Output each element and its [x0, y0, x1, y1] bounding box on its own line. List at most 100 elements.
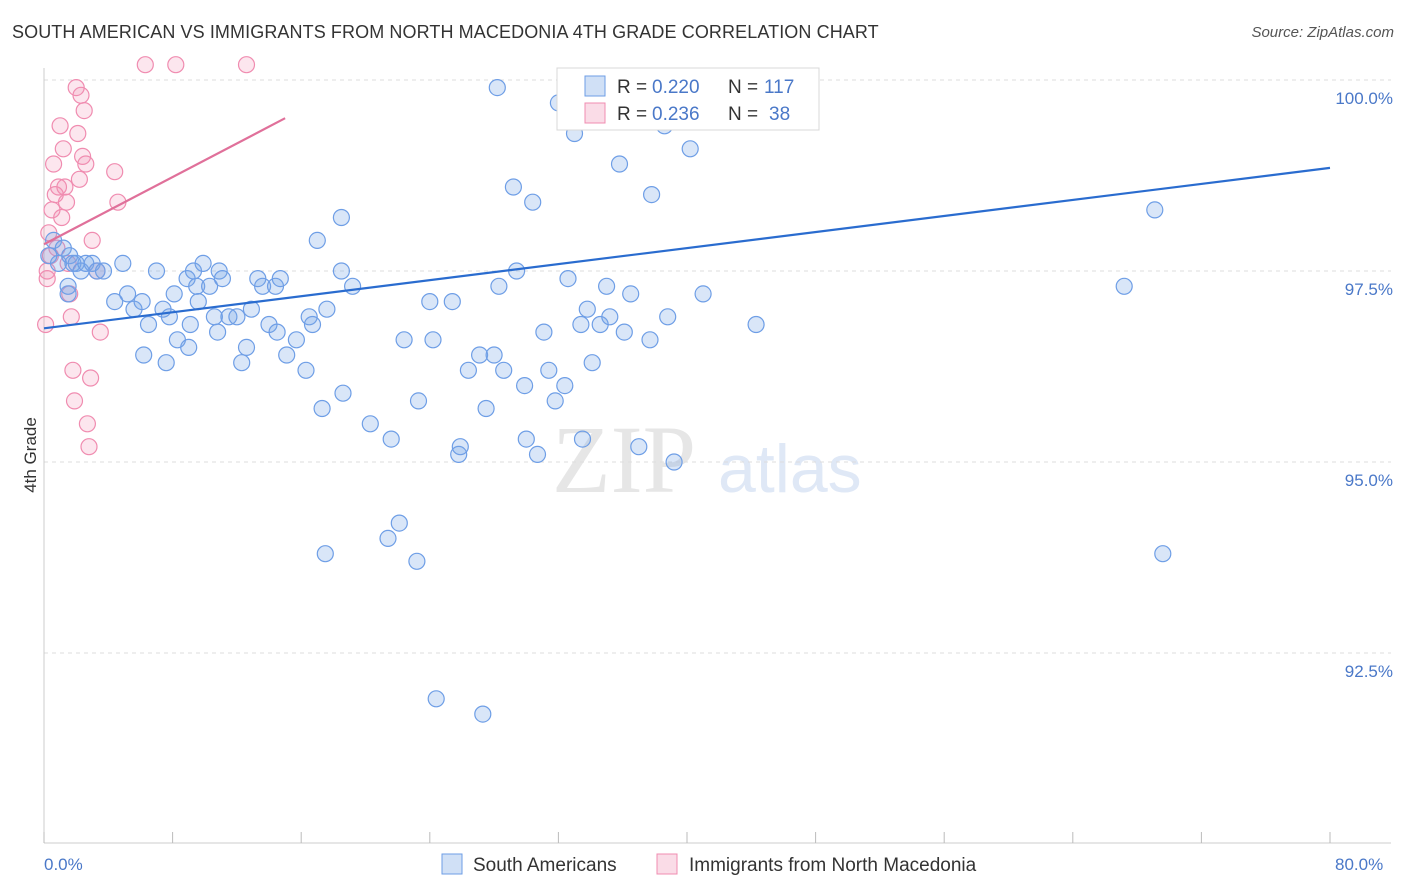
- north-macedonia-point-22: [70, 170, 89, 188]
- north-macedonia-point-9: [49, 178, 68, 196]
- south-americans-point-73: [471, 346, 489, 364]
- south-americans-point-80: [517, 430, 535, 448]
- south-americans-point-57: [332, 262, 350, 280]
- south-americans-point-68: [424, 331, 442, 349]
- south-americans-point-115: [1146, 201, 1164, 219]
- south-americans-point-15: [118, 285, 137, 303]
- north-macedonia-point-12: [54, 140, 72, 158]
- south-americans-point-54: [303, 315, 322, 334]
- y-tick-label-0: 100.0%: [1335, 89, 1393, 108]
- north-macedonia-point-14: [57, 193, 76, 211]
- south-americans-point-13: [59, 277, 77, 295]
- south-americans-point-113: [681, 140, 699, 158]
- bottom-legend-label-south-americans: South Americans: [473, 855, 617, 876]
- south-americans-point-19: [147, 262, 166, 280]
- south-americans-point-93: [601, 308, 619, 326]
- north-macedonia-point-29: [81, 369, 100, 387]
- north-macedonia-point-27: [78, 415, 97, 433]
- south-americans-point-119: [747, 315, 765, 334]
- south-americans-point-77: [495, 361, 513, 379]
- watermark-zip: ZIP: [552, 406, 696, 513]
- south-americans-point-69: [443, 293, 461, 311]
- series-south-americans-points: [40, 78, 1172, 723]
- south-americans-point-66: [409, 392, 428, 410]
- south-americans-point-100: [316, 545, 334, 563]
- south-americans-point-52: [297, 361, 315, 379]
- south-americans-point-102: [408, 552, 426, 570]
- south-americans-point-27: [165, 285, 183, 303]
- south-americans-point-88: [573, 430, 592, 448]
- axes: [43, 68, 1391, 844]
- x-axis-ticks: [43, 832, 1331, 843]
- south-americans-point-42: [237, 338, 256, 356]
- south-americans-point-11: [94, 262, 113, 280]
- south-americans-point-61: [344, 277, 362, 295]
- trend-line-south-americans: [43, 166, 1331, 330]
- north-macedonia-point-37: [237, 56, 256, 74]
- south-americans-point-45: [254, 277, 272, 295]
- north-macedonia-point-21: [69, 124, 87, 143]
- south-americans-point-40: [228, 308, 246, 326]
- south-americans-point-23: [157, 354, 175, 372]
- south-americans-point-63: [382, 430, 400, 448]
- south-americans-point-104: [474, 705, 492, 723]
- south-americans-point-82: [535, 323, 553, 341]
- south-americans-point-85: [556, 377, 574, 395]
- south-americans-point-48: [268, 323, 286, 341]
- south-americans-point-83: [540, 361, 558, 379]
- south-americans-point-62: [361, 415, 379, 433]
- south-americans-point-49: [271, 270, 289, 288]
- north-macedonia-point-11: [53, 208, 71, 227]
- x-axis-max-label: 80.0%: [1335, 855, 1383, 874]
- y-axis-tick-labels: 100.0% 97.5% 95.0% 92.5%: [1335, 89, 1393, 681]
- south-americans-point-43: [242, 300, 260, 318]
- bottom-legend-swatch-blue: [441, 853, 463, 875]
- legend-n-value-1: 117: [764, 77, 794, 98]
- south-americans-point-117: [1154, 545, 1172, 563]
- x-axis-min-label: 0.0%: [44, 855, 83, 874]
- north-macedonia-point-0: [36, 315, 55, 334]
- source-label: Source: ZipAtlas.com: [1251, 24, 1394, 41]
- legend-n-label-2: N =: [728, 104, 758, 125]
- south-americans-point-65: [395, 331, 413, 349]
- north-macedonia-point-33: [106, 163, 124, 181]
- north-macedonia-point-23: [72, 86, 90, 104]
- south-americans-point-94: [615, 323, 633, 341]
- bottom-legend-label-north-macedonia: Immigrants from North Macedonia: [689, 855, 977, 876]
- trend-lines: [43, 117, 1331, 330]
- chart-title: SOUTH AMERICAN VS IMMIGRANTS FROM NORTH …: [12, 22, 879, 42]
- south-americans-point-121: [504, 178, 523, 196]
- south-americans-point-76: [490, 277, 508, 295]
- south-americans-point-122: [524, 193, 542, 211]
- south-americans-point-60: [334, 384, 352, 402]
- south-americans-point-84: [546, 392, 564, 410]
- north-macedonia-point-17: [62, 308, 80, 326]
- south-americans-point-92: [597, 277, 616, 295]
- south-americans-point-33: [194, 254, 212, 272]
- south-americans-point-50: [278, 346, 296, 364]
- south-americans-point-35: [205, 308, 223, 326]
- north-macedonia-point-19: [65, 392, 84, 410]
- north-macedonia-point-25: [75, 101, 93, 120]
- south-americans-point-58: [332, 208, 350, 227]
- south-americans-point-79: [515, 377, 534, 395]
- bottom-legend-swatch-pink: [656, 853, 678, 875]
- legend-n-label-1: N =: [728, 77, 758, 98]
- north-macedonia-point-28: [80, 438, 98, 456]
- south-americans-point-111: [642, 186, 661, 204]
- south-americans-point-71: [451, 438, 469, 456]
- legend-r-label-1: R =: [617, 77, 647, 98]
- south-americans-point-74: [477, 399, 495, 418]
- north-macedonia-point-18: [64, 361, 82, 379]
- south-americans-point-28: [180, 338, 198, 356]
- y-tick-label-1: 97.5%: [1345, 280, 1393, 299]
- south-americans-point-95: [622, 285, 640, 303]
- north-macedonia-point-35: [136, 56, 154, 74]
- watermark-atlas: atlas: [718, 431, 862, 507]
- south-americans-point-10: [88, 262, 106, 280]
- south-americans-point-109: [610, 155, 629, 173]
- south-americans-point-55: [308, 231, 326, 249]
- north-macedonia-point-26: [77, 155, 95, 173]
- north-macedonia-point-10: [51, 117, 69, 135]
- south-americans-point-81: [528, 445, 547, 463]
